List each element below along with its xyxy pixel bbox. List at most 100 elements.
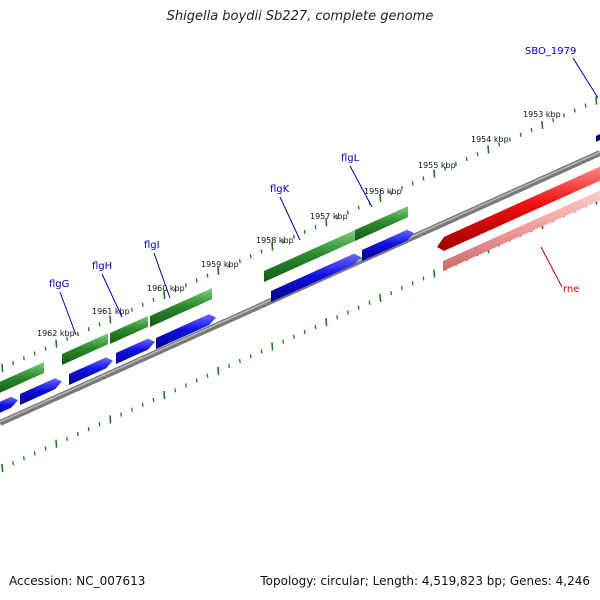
inner-tick bbox=[66, 436, 69, 441]
ruler-label-1959: 1959 kbp bbox=[201, 260, 239, 269]
ruler-label-1955: 1955 kbp bbox=[418, 161, 456, 170]
ruler-label-1954: 1954 kbp bbox=[471, 135, 509, 144]
inner-tick bbox=[336, 315, 339, 320]
gene-label-sbo-1979[interactable]: SBO_1979 bbox=[525, 46, 576, 57]
inner-tick bbox=[260, 349, 263, 354]
gene-label-flgk[interactable]: flgK bbox=[270, 184, 290, 195]
outer-tick bbox=[454, 161, 457, 166]
gene-label-flgi[interactable]: flgI bbox=[144, 240, 160, 251]
outer-tick bbox=[249, 254, 252, 259]
blue-gene-left-b bbox=[20, 378, 62, 405]
feature-track bbox=[0, 134, 600, 413]
inner-tick bbox=[346, 310, 349, 315]
outer-tick bbox=[444, 166, 447, 171]
outer-tick bbox=[487, 145, 490, 154]
outer-tick bbox=[1, 363, 4, 373]
green-gene-flgk bbox=[264, 230, 355, 282]
inner-tick bbox=[141, 402, 144, 407]
green-gene-flgi bbox=[150, 288, 212, 327]
outer-tick bbox=[562, 113, 565, 118]
inner-tick bbox=[238, 358, 241, 364]
inner-tick bbox=[292, 334, 295, 339]
inner-tick bbox=[249, 354, 252, 359]
ruler-label-1957: 1957 kbp bbox=[310, 212, 348, 221]
ruler-label-1958: 1958 kbp bbox=[256, 236, 294, 245]
ruler-label-1960: 1960 kbp bbox=[147, 284, 185, 293]
outer-tick bbox=[530, 127, 533, 132]
blue-gene-g bbox=[362, 229, 414, 261]
outer-tick bbox=[584, 103, 587, 108]
gene-label-flgg[interactable]: flgG bbox=[49, 279, 69, 290]
outer-tick bbox=[98, 322, 101, 327]
inner-tick bbox=[282, 339, 285, 344]
ruler-label-1961: 1961 kbp bbox=[92, 307, 130, 316]
outer-tick bbox=[422, 176, 425, 181]
outer-tick bbox=[152, 297, 155, 303]
inner-tick bbox=[357, 305, 360, 310]
green-gene-flgg bbox=[62, 333, 108, 365]
edge-feature bbox=[596, 134, 600, 142]
outer-tick bbox=[44, 346, 47, 351]
outer-tick bbox=[22, 356, 25, 361]
rna-label-rne[interactable]: rne bbox=[563, 284, 579, 295]
leader-sbo-1979 bbox=[572, 57, 599, 99]
inner-tick bbox=[271, 342, 274, 351]
outer-tick bbox=[314, 224, 317, 230]
outer-tick bbox=[55, 339, 58, 348]
outer-tick bbox=[109, 315, 112, 324]
blue-gene-e bbox=[156, 314, 216, 349]
outer-tick bbox=[87, 327, 90, 332]
blue-gene-left-a bbox=[0, 396, 18, 413]
outer-tick bbox=[184, 283, 187, 288]
outer-tick bbox=[217, 266, 220, 275]
outer-tick bbox=[433, 169, 436, 178]
rna-feature-rne bbox=[437, 166, 600, 251]
gene-label-flgl[interactable]: flgL bbox=[341, 153, 360, 164]
outer-tick bbox=[541, 120, 544, 130]
leader-flgg bbox=[59, 291, 77, 336]
outer-tick bbox=[12, 361, 15, 366]
outer-tick bbox=[465, 156, 468, 162]
inner-tick bbox=[98, 422, 101, 427]
outer-tick bbox=[66, 336, 69, 341]
inner-tick bbox=[314, 324, 317, 330]
inner-tick bbox=[1, 463, 4, 473]
outer-tick bbox=[379, 193, 382, 202]
leader-flgl bbox=[349, 165, 373, 208]
outer-tick bbox=[400, 186, 403, 191]
outer-tick bbox=[238, 258, 241, 264]
outer-tick bbox=[303, 229, 306, 235]
outer-tick bbox=[519, 132, 522, 137]
inner-tick bbox=[184, 383, 187, 388]
inner-tick bbox=[76, 431, 79, 437]
inner-tick bbox=[217, 366, 220, 375]
inner-tick bbox=[55, 439, 58, 448]
inner-tick bbox=[130, 407, 133, 412]
outer-tick bbox=[292, 234, 295, 239]
outer-tick bbox=[76, 331, 79, 337]
outer-tick bbox=[33, 351, 36, 356]
blue-gene-f bbox=[271, 253, 361, 302]
inner-tick bbox=[368, 300, 371, 305]
outer-tick bbox=[498, 142, 501, 147]
outer-tick bbox=[228, 263, 231, 269]
inner-tick bbox=[195, 378, 198, 383]
leader-rne bbox=[540, 246, 563, 288]
inner-tick bbox=[206, 373, 209, 378]
outer-tick bbox=[130, 307, 133, 312]
outer-tick bbox=[325, 218, 328, 227]
inner-tick bbox=[87, 427, 90, 432]
genome-stats-text: Topology: circular; Length: 4,519,823 bp… bbox=[260, 574, 590, 588]
outer-tick bbox=[346, 210, 349, 215]
outer-tick bbox=[573, 108, 576, 113]
outer-tick bbox=[476, 152, 479, 157]
inner-tick bbox=[152, 397, 155, 403]
inner-tick bbox=[22, 456, 25, 461]
green-gene-left bbox=[0, 361, 44, 393]
inner-tick bbox=[390, 290, 393, 296]
gene-label-flgh[interactable]: flgH bbox=[92, 261, 112, 272]
inner-tick bbox=[422, 276, 425, 281]
inner-tick bbox=[411, 281, 414, 286]
outer-tick bbox=[271, 242, 274, 251]
